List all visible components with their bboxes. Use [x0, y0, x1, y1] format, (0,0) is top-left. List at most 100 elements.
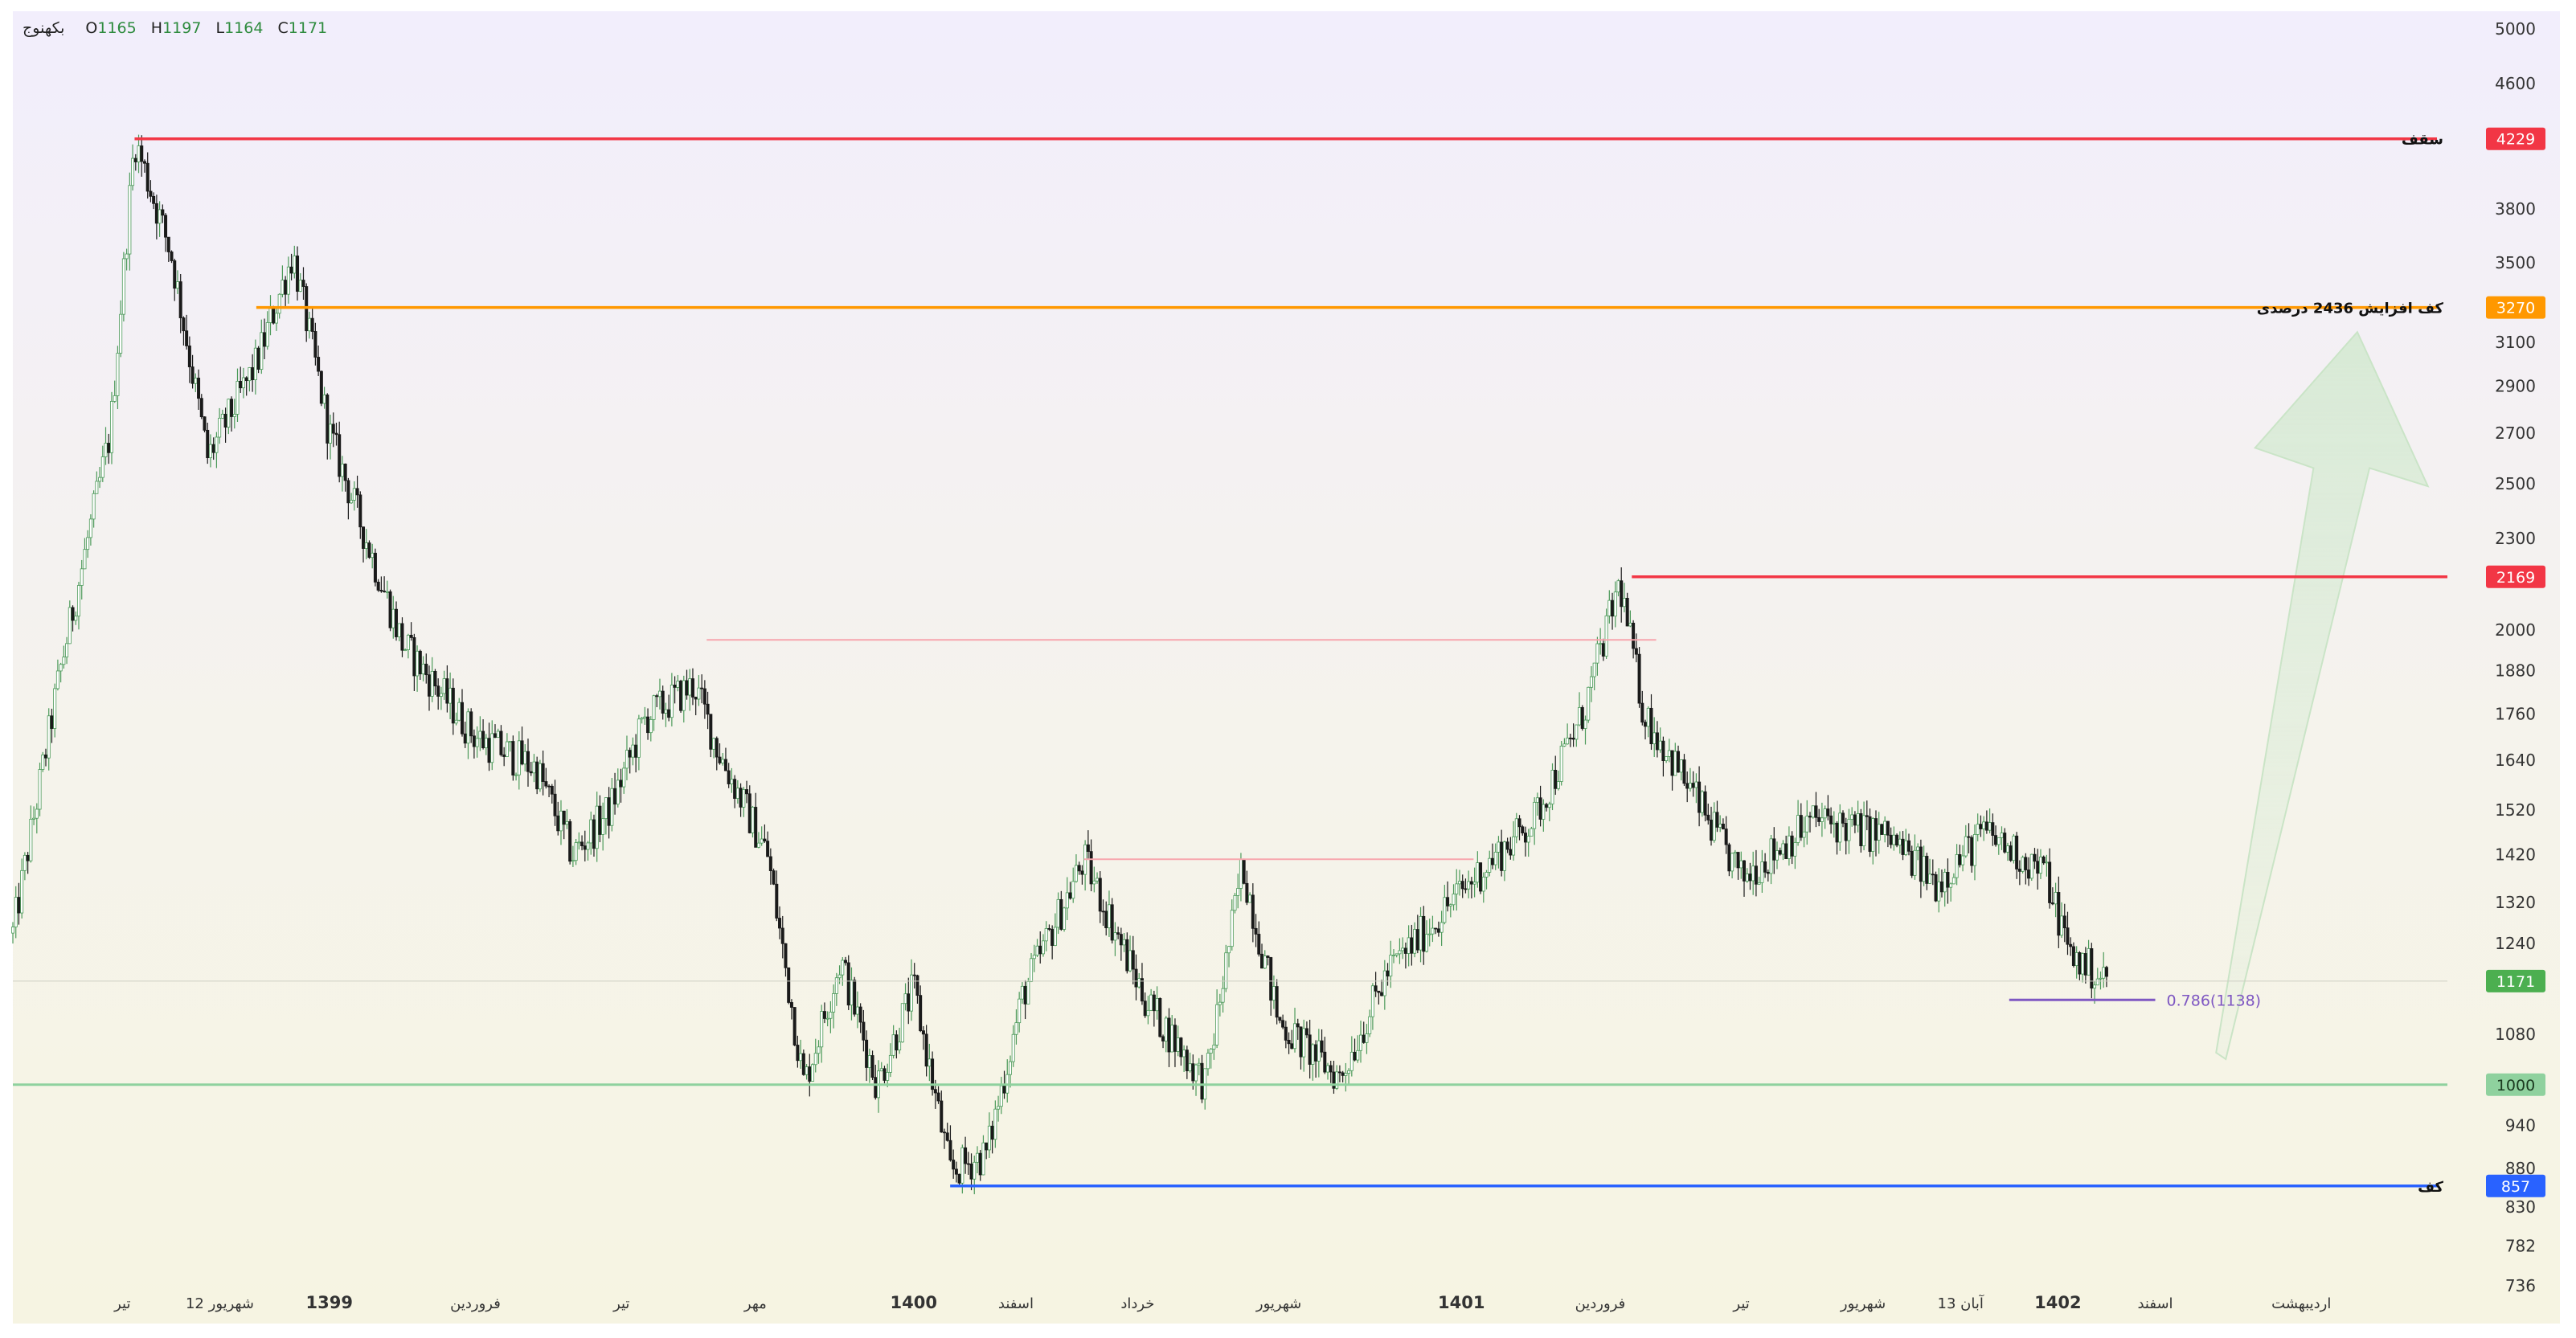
candle-body — [1972, 833, 1976, 866]
candle-body — [1775, 850, 1779, 861]
candle-body — [235, 381, 240, 415]
candle-body — [1571, 738, 1575, 740]
candle-body — [1958, 854, 1962, 865]
candle-body — [891, 1034, 895, 1056]
candle-body — [928, 1058, 932, 1067]
candle-body — [1853, 814, 1857, 826]
candle-body — [685, 680, 689, 696]
candle-body — [1359, 1034, 1363, 1051]
candle-body — [1710, 820, 1714, 841]
candle-body — [80, 568, 84, 586]
candle-body — [1521, 826, 1525, 833]
candle-body — [657, 690, 661, 698]
candle-body — [406, 635, 410, 650]
candle-body — [265, 322, 269, 347]
candle-body — [232, 414, 236, 417]
candle-body — [739, 788, 743, 808]
candle-body — [1059, 898, 1063, 930]
candle-body — [801, 1053, 805, 1075]
candle-body — [1928, 874, 1932, 884]
candle-body — [1443, 897, 1447, 923]
plot-background — [13, 11, 2560, 1324]
candle-body — [1763, 861, 1767, 873]
candle-body — [1550, 770, 1554, 804]
candle-body — [1030, 958, 1034, 982]
candle-body — [1823, 808, 1827, 819]
candle-body — [538, 763, 542, 790]
candle-body — [43, 754, 47, 759]
candle-body — [1533, 801, 1537, 829]
candle-body — [215, 436, 219, 453]
candle-body — [747, 793, 752, 833]
candle-body — [1754, 865, 1758, 885]
candle-body — [673, 684, 677, 688]
candle-body — [230, 399, 234, 417]
candle-body — [532, 761, 536, 774]
candle-body — [158, 209, 162, 224]
candle-body — [326, 394, 330, 444]
candle-body — [1955, 854, 1959, 878]
y-tick-label: 1760 — [2495, 704, 2536, 723]
candle-body — [1964, 836, 1968, 857]
candle-body — [511, 741, 515, 775]
candle-body — [1266, 955, 1270, 958]
candle-body — [107, 443, 111, 453]
candle-body — [1559, 745, 1563, 782]
candle-body — [206, 429, 210, 459]
candle-body — [1850, 814, 1854, 820]
x-tick-label: خرداد — [1120, 1295, 1154, 1312]
candle-body — [1464, 888, 1468, 890]
candle-body — [613, 788, 617, 805]
candle-body — [1790, 835, 1794, 857]
candle-body — [1038, 945, 1042, 955]
candle-body — [910, 974, 914, 1012]
candle-body — [1826, 808, 1830, 816]
candle-body — [296, 256, 300, 292]
candle-body — [973, 1161, 977, 1180]
candle-body — [1092, 880, 1096, 885]
candle-body — [1997, 837, 2001, 845]
candle-body — [484, 738, 488, 749]
candle-body — [1314, 1044, 1318, 1062]
price-badge — [2486, 296, 2545, 319]
candle-body — [682, 680, 686, 711]
candle-body — [912, 974, 916, 976]
candle-body — [1311, 1044, 1315, 1065]
candle-body — [780, 927, 784, 944]
candle-body — [1104, 910, 1108, 929]
candle-body — [319, 370, 323, 404]
candle-body — [1128, 950, 1132, 972]
candle-body — [766, 841, 770, 857]
candle-body — [1939, 881, 1943, 893]
candle-body — [1446, 897, 1450, 906]
candle-body — [2095, 978, 2099, 986]
candle-body — [1002, 1085, 1006, 1094]
candle-body — [310, 317, 314, 332]
candle-body — [1299, 1026, 1303, 1058]
candle-body — [481, 730, 485, 749]
candle-body — [1566, 737, 1570, 745]
candle-body — [547, 785, 551, 788]
candle-body — [10, 927, 14, 934]
candle-body — [2090, 948, 2094, 989]
candle-body — [86, 537, 90, 550]
candle-body — [358, 494, 362, 528]
candle-body — [688, 678, 692, 696]
candle-body — [559, 810, 563, 832]
candle-body — [466, 711, 470, 744]
candle-body — [1649, 707, 1653, 745]
candle-body — [1730, 853, 1734, 872]
candle-body — [1122, 939, 1126, 946]
candle-body — [187, 346, 191, 367]
candle-body — [2054, 892, 2058, 905]
candle-body — [1946, 871, 1950, 888]
candle-body — [550, 785, 554, 795]
candle-body — [787, 967, 791, 1003]
candle-body — [499, 730, 503, 755]
candle-body — [1769, 838, 1773, 874]
candle-body — [263, 332, 267, 347]
candle-body — [137, 145, 141, 162]
candle-body — [997, 1106, 1001, 1110]
x-tick-label: فروردین — [1575, 1295, 1626, 1312]
